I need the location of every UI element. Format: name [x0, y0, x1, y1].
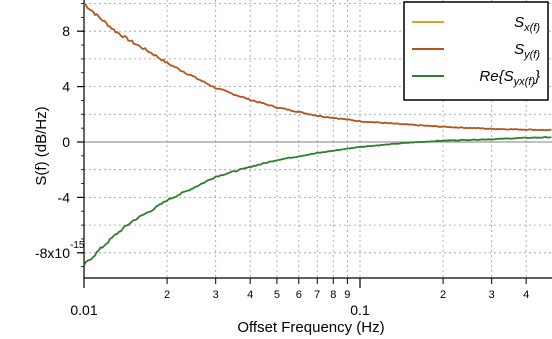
x-axis-title: Offset Frequency (Hz): [237, 319, 384, 336]
y-tick-labels: 8 4 0 -4 -8x10 -15: [35, 23, 85, 261]
legend-label: Re{Syx(f)}: [479, 68, 540, 88]
y-axis-title: S(f) (dB/Hz): [33, 106, 50, 185]
x-minor-tick-label: 7: [314, 289, 320, 301]
x-minor-tick-label: 8: [330, 289, 336, 301]
series-line-2: [83, 136, 552, 267]
legend-label: Sy(f): [514, 41, 540, 61]
x-minor-tick-label: 9: [344, 289, 350, 301]
y-exponent-label: -15: [70, 240, 85, 251]
y-tick-label: 4: [62, 79, 70, 95]
y-tick-label: 8: [62, 23, 70, 39]
x-tick-labels: 2 3 4 5 6 7 8 9 2 3 4 0.01 0.1: [70, 289, 529, 318]
x-minor-tick-label: 3: [489, 289, 495, 301]
x-minor-tick-label: 6: [296, 289, 302, 301]
x-major-tick-label: 0.1: [350, 302, 370, 318]
series-line-1: [83, 2, 552, 132]
x-minor-tick-label: 4: [247, 289, 253, 301]
x-minor-tick-label: 2: [440, 289, 446, 301]
x-minor-tick-label: 4: [523, 289, 529, 301]
legend-label: Sx(f): [514, 14, 540, 34]
series-group: [83, 2, 552, 267]
y-tick-label: -4: [58, 189, 71, 205]
x-minor-tick-label: 3: [213, 289, 219, 301]
y-axis-title-group: S(f) (dB/Hz): [33, 106, 50, 185]
y-tick-label: 0: [62, 134, 70, 150]
x-major-tick-label: 0.01: [70, 302, 97, 318]
x-minor-tick-label: 5: [274, 289, 280, 301]
legend: Sx(f) Sy(f) Re{Syx(f)}: [403, 1, 549, 101]
x-minor-tick-label: 2: [164, 289, 170, 301]
y-tick-label: -8x10: [35, 245, 70, 261]
axes: [77, 0, 552, 288]
legend-box: [403, 1, 549, 101]
